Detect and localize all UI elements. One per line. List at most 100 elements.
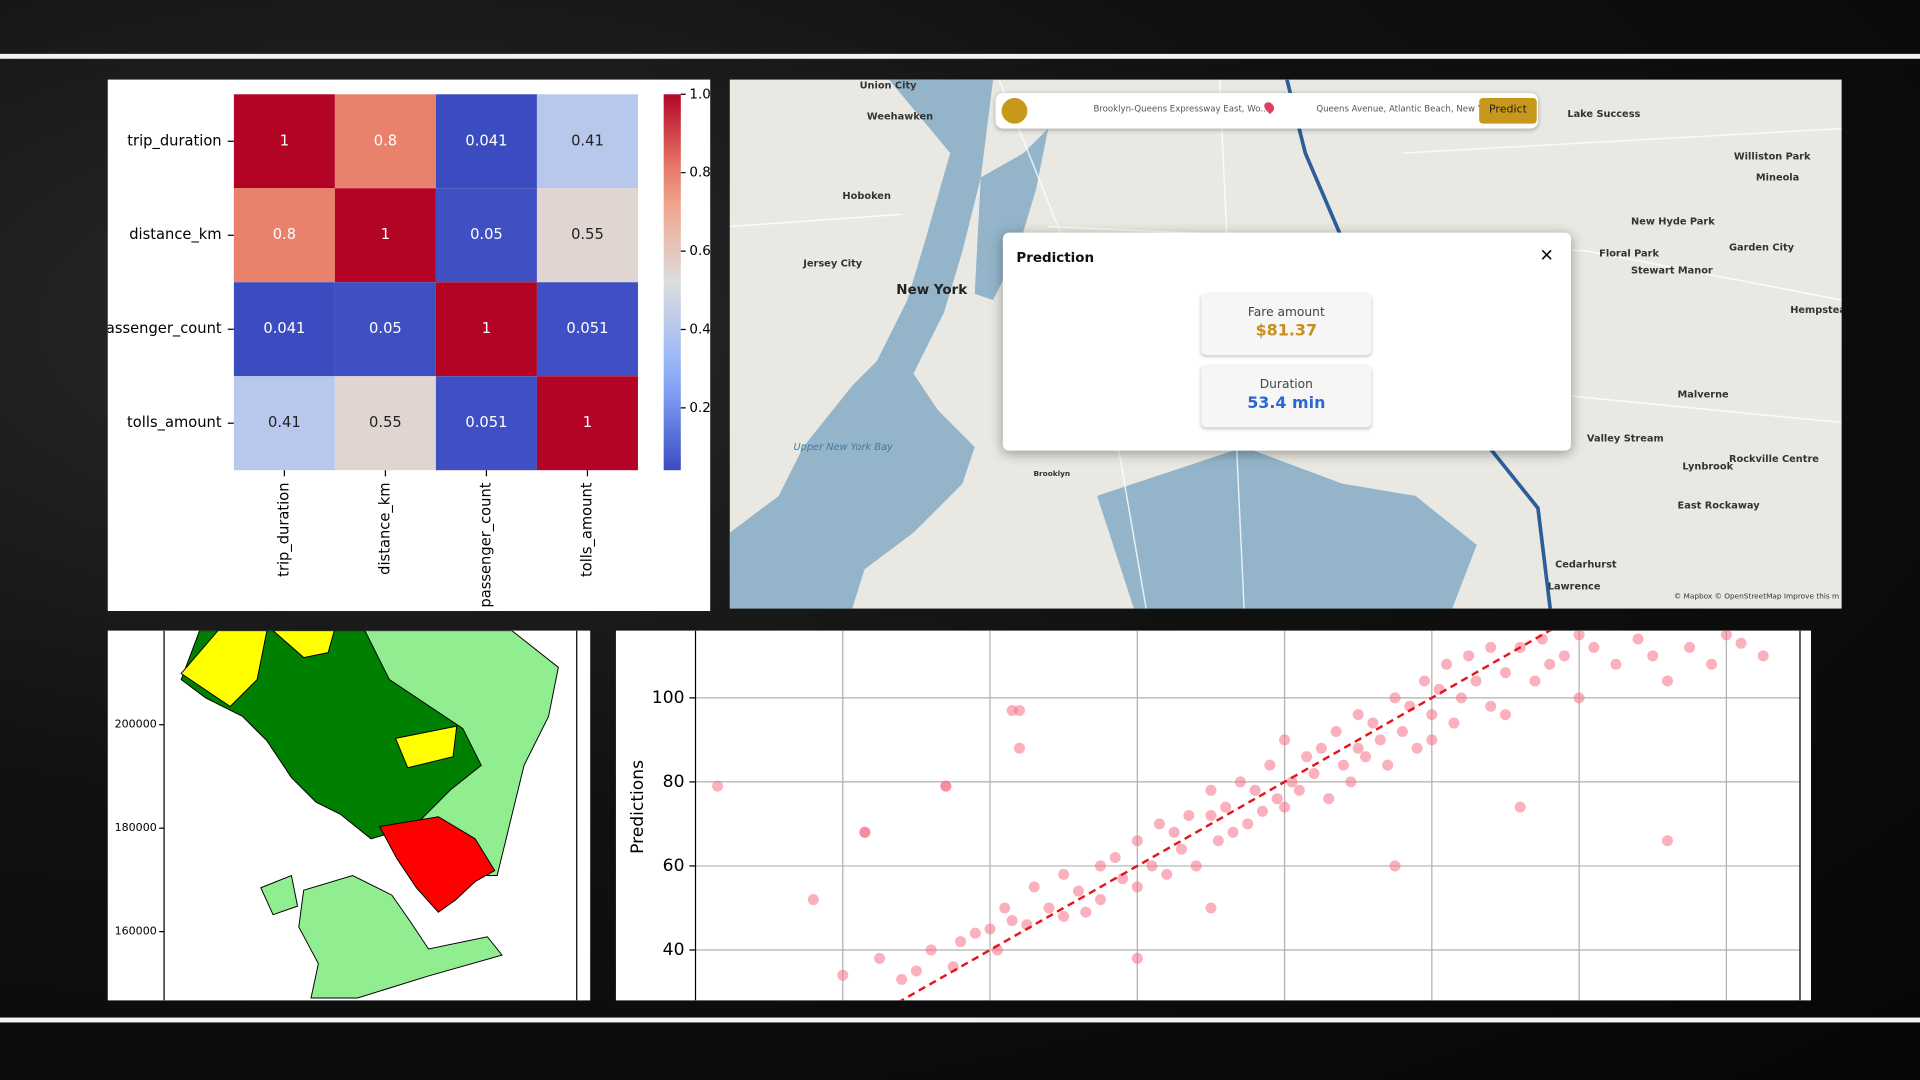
point [1345, 776, 1357, 788]
point [1411, 742, 1423, 754]
point [1249, 784, 1261, 796]
point [1588, 641, 1600, 653]
row-label: distance_km [129, 226, 221, 243]
point [1485, 700, 1497, 712]
place-label: Garden City [1729, 242, 1795, 253]
point [1573, 630, 1585, 641]
region [394, 725, 458, 769]
point [1006, 704, 1018, 716]
cell-label: 1 [482, 320, 491, 337]
fare-label: Fare amount [1247, 306, 1325, 320]
cell [536, 188, 638, 283]
point [1094, 894, 1107, 906]
point [1367, 717, 1379, 729]
y-axis-title: Predictions [628, 760, 648, 854]
point [1463, 650, 1475, 662]
col-label: passenger_count [477, 482, 494, 607]
duration-label: Duration [1259, 378, 1313, 392]
point [910, 965, 922, 977]
cell-label: 0.041 [263, 320, 305, 337]
point [1072, 885, 1084, 897]
region [180, 630, 268, 708]
place-label: Lawrence [1548, 582, 1601, 593]
cell-label: 0.8 [374, 132, 397, 149]
region [272, 630, 335, 659]
point [1661, 675, 1673, 687]
y-tick-label: 80 [663, 772, 685, 792]
y-tick-label: 100 [652, 688, 685, 708]
place-label: Upper New York Bay [793, 442, 893, 453]
col-label: distance_km [376, 482, 393, 574]
cell-label: 0.05 [369, 320, 402, 337]
point [1279, 801, 1291, 813]
point [1131, 881, 1143, 893]
point [1271, 793, 1283, 805]
point [955, 936, 967, 948]
fare-card: Fare amount $81.37 [1201, 293, 1372, 356]
point [1131, 835, 1143, 847]
choropleth-panel: 200000 180000 160000 [107, 630, 591, 1001]
point [1153, 818, 1165, 830]
cell [334, 94, 436, 189]
place-label: Cedarhurst [1555, 559, 1617, 570]
heatmap-panel: trip_duration trip_duration distance_km dis… [107, 79, 711, 612]
cell-label: 1 [583, 414, 592, 431]
place-label: Hoboken [842, 191, 891, 202]
logo [1001, 97, 1028, 124]
cell [233, 94, 335, 189]
colorbar-label: 0.2 [689, 401, 710, 416]
col-label: trip_duration [275, 482, 292, 576]
cell [435, 94, 537, 189]
region [260, 874, 299, 916]
point [1205, 810, 1217, 822]
y-tick-label: 160000 [115, 925, 157, 938]
point [1161, 868, 1173, 880]
point [1205, 784, 1217, 796]
water [974, 128, 1049, 301]
cell-label: 0.55 [369, 414, 402, 431]
point [1323, 793, 1335, 805]
point [1242, 818, 1254, 830]
point [1455, 692, 1467, 704]
divider [0, 1017, 1920, 1023]
point [1337, 759, 1349, 771]
point [1146, 860, 1158, 872]
place-label: East Rockaway [1678, 501, 1761, 512]
prediction-modal: Prediction ✕ Fare amount $81.37 Duration… [1002, 232, 1572, 451]
point [1301, 751, 1313, 763]
to-input[interactable]: Queens Avenue, Atlantic Beach, New Yo... [1316, 104, 1496, 114]
region [180, 630, 482, 840]
point [1264, 759, 1276, 771]
point [1499, 709, 1511, 721]
point [1043, 902, 1055, 914]
point [1109, 852, 1121, 864]
cell [536, 376, 638, 471]
point [1279, 734, 1291, 746]
point [1117, 873, 1129, 885]
cell-label: 0.05 [470, 226, 503, 243]
point [1470, 675, 1482, 687]
point [1308, 767, 1320, 779]
point [1256, 805, 1268, 817]
point [1058, 910, 1070, 922]
y-tick-label: 180000 [115, 821, 157, 834]
point [940, 780, 952, 792]
water [729, 79, 994, 609]
point [1058, 868, 1070, 880]
close-button[interactable]: ✕ [1539, 246, 1554, 266]
cell-label: 1 [280, 132, 289, 149]
predict-button[interactable]: Predict [1479, 97, 1537, 124]
place-label: Hempstead [1790, 305, 1841, 316]
point [1374, 734, 1386, 746]
from-input[interactable]: Brooklyn-Queens Expressway East, Wo... [1093, 104, 1269, 114]
place-label: New York [896, 283, 968, 298]
colorbar-label: 0.8 [689, 166, 710, 181]
colorbar-label: 1.0 [689, 87, 710, 102]
point [1006, 915, 1018, 927]
place-label: Rockville Centre [1729, 454, 1819, 465]
point [1647, 650, 1659, 662]
y-tick-label: 60 [663, 856, 685, 876]
row-label: trip_duration [127, 132, 221, 149]
place-label: Lake Success [1567, 109, 1640, 120]
